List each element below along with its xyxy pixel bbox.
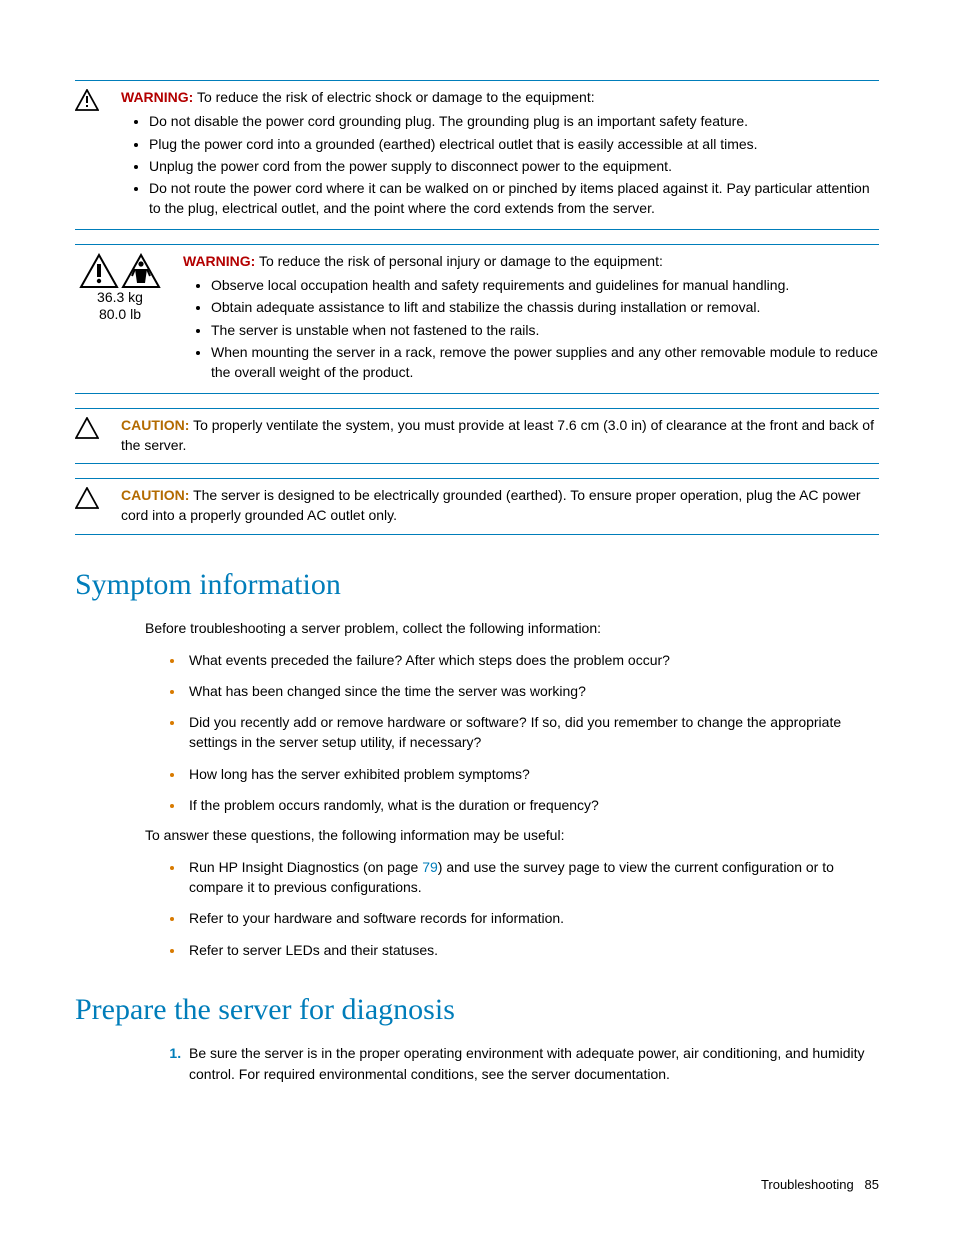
admon-list: Do not disable the power cord grounding … [121,111,879,218]
intro-text: Before troubleshooting a server problem,… [145,618,879,638]
step-item: Be sure the server is in the proper oper… [185,1043,879,1084]
admon-item: Observe local occupation health and safe… [211,275,879,295]
list-item: Did you recently add or remove hardware … [185,711,879,753]
admon-list: Observe local occupation health and safe… [183,275,879,382]
admon-lead: WARNING: To reduce the risk of electric … [121,87,879,107]
admon-text: CAUTION: The server is designed to be el… [121,485,879,526]
admon-item: Do not route the power cord where it can… [149,178,879,219]
list-item: What has been changed since the time the… [185,680,879,701]
list-item: What events preceded the failure? After … [185,649,879,670]
list-item: If the problem occurs randomly, what is … [185,794,879,815]
admon-item: Plug the power cord into a grounded (ear… [149,134,879,154]
page-link-79[interactable]: 79 [422,859,438,875]
caution-label: CAUTION: [121,487,189,503]
list-item: How long has the server exhibited proble… [185,763,879,784]
weight-lb: 80.0 lb [75,306,165,323]
admon-text: CAUTION: To properly ventilate the syste… [121,415,879,456]
admon-item: The server is unstable when not fastened… [211,320,879,340]
footer-section: Troubleshooting [761,1177,854,1192]
footer-page-number: 85 [865,1177,879,1192]
admon-item: Unplug the power cord from the power sup… [149,156,879,176]
admon-item: When mounting the server in a rack, remo… [211,342,879,383]
admon-lead: WARNING: To reduce the risk of personal … [183,251,879,271]
weight-warning-icon: 36.3 kg 80.0 lb [75,251,165,385]
warning-weight: 36.3 kg 80.0 lb WARNING: To reduce the r… [75,244,879,394]
diagnosis-steps: Be sure the server is in the proper oper… [165,1043,879,1084]
warning-label: WARNING: [121,89,193,105]
admon-item: Obtain adequate assistance to lift and s… [211,297,879,317]
caution-icon [75,485,103,526]
heading-prepare-server: Prepare the server for diagnosis [75,988,879,1032]
answers-list: Run HP Insight Diagnostics (on page 79) … [165,856,879,960]
caution-ventilation: CAUTION: To properly ventilate the syste… [75,408,879,465]
admon-item: Do not disable the power cord grounding … [149,111,879,131]
heading-symptom-information: Symptom information [75,563,879,607]
caution-icon [75,415,103,456]
warning-icon [75,87,103,221]
symptom-questions-list: What events preceded the failure? After … [165,649,879,816]
warning-label: WARNING: [183,253,255,269]
caution-label: CAUTION: [121,417,189,433]
list-item: Refer to your hardware and software reco… [185,907,879,928]
list-item: Refer to server LEDs and their statuses. [185,939,879,960]
mid-text: To answer these questions, the following… [145,825,879,845]
weight-kg: 36.3 kg [75,289,165,306]
caution-grounding: CAUTION: The server is designed to be el… [75,478,879,535]
page-footer: Troubleshooting 85 [761,1176,879,1195]
list-item: Run HP Insight Diagnostics (on page 79) … [185,856,879,898]
warning-electric-shock: WARNING: To reduce the risk of electric … [75,80,879,230]
